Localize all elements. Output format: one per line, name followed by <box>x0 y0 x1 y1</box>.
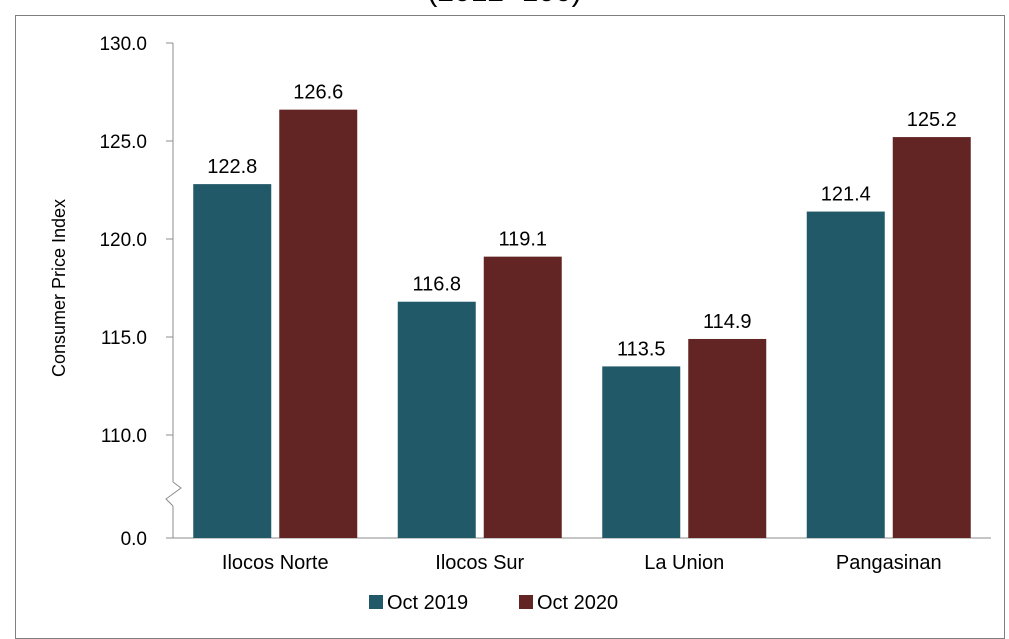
bar-oct-2020 <box>279 109 358 538</box>
y-tick-label: 0.0 <box>121 529 147 550</box>
data-label: 116.8 <box>412 274 461 296</box>
legend-swatch <box>369 595 383 609</box>
y-tick-label: 130.0 <box>99 34 147 55</box>
data-label: 121.4 <box>821 184 871 206</box>
y-tick-label: 115.0 <box>101 328 147 349</box>
y-axis-label: Consumer Price Index <box>49 199 69 377</box>
data-label: 119.1 <box>498 229 547 251</box>
y-tick-label: 110.0 <box>101 426 147 447</box>
bar-oct-2020 <box>483 256 562 538</box>
axis-break-icon <box>165 481 182 507</box>
data-label: 122.8 <box>207 156 257 178</box>
data-label: 126.6 <box>293 82 343 104</box>
y-tick-label: 120.0 <box>99 230 147 251</box>
legend-swatch <box>519 595 533 609</box>
x-tick-label: Pangasinan <box>836 552 942 574</box>
legend-label: Oct 2019 <box>387 592 468 614</box>
legend-label: Oct 2020 <box>537 592 618 614</box>
bar-oct-2020 <box>688 338 767 538</box>
bar-oct-2019 <box>193 184 272 538</box>
y-ticks: 130.0 125.0 120.0 115.0 110.0 0.0 <box>99 34 173 550</box>
bars <box>193 109 971 538</box>
bar-oct-2020 <box>892 137 971 538</box>
data-label: 125.2 <box>907 109 957 131</box>
x-tick-label: La Union <box>644 552 724 574</box>
x-tick-label: Ilocos Sur <box>435 552 524 574</box>
data-labels: 122.8 126.6 116.8 119.1 113.5 114.9 121.4 125.2 <box>207 82 957 361</box>
bar-oct-2019 <box>806 211 885 538</box>
x-tick-label: Ilocos Norte <box>222 552 329 574</box>
bar-oct-2019 <box>397 301 476 538</box>
data-label: 113.5 <box>617 338 666 360</box>
x-tick-labels: Ilocos Norte Ilocos Sur La Union Pangasinan <box>222 552 942 574</box>
legend: Oct 2019 Oct 2020 <box>369 592 618 614</box>
y-tick-label: 125.0 <box>99 132 147 153</box>
data-label: 114.9 <box>703 311 752 333</box>
chart-title: (2012=100) <box>0 0 1009 9</box>
bar-oct-2019 <box>602 366 681 538</box>
